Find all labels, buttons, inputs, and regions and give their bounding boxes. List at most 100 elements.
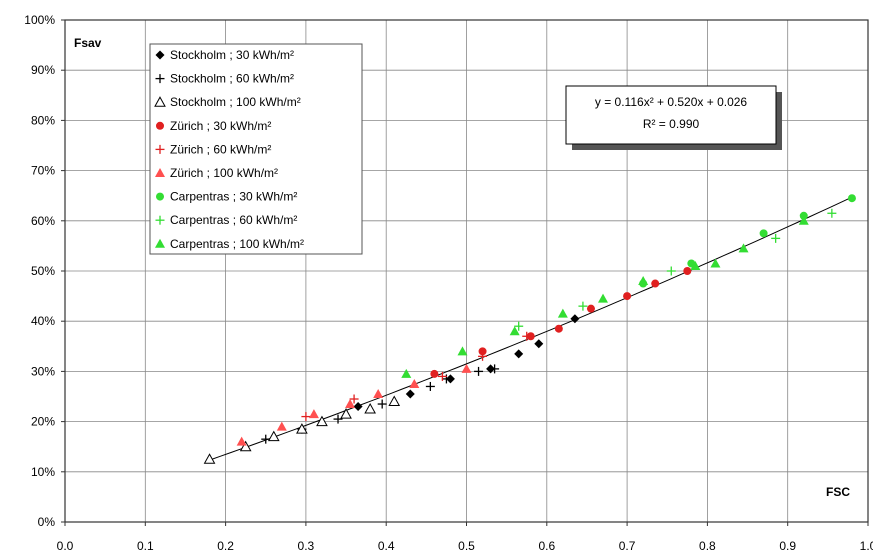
legend-marker xyxy=(155,50,165,60)
data-point xyxy=(437,371,447,381)
trendline-equation-box: y = 0.116x² + 0.520x + 0.026 R² = 0.990 xyxy=(565,85,782,150)
x-tick-label: 0.2 xyxy=(217,539,234,553)
data-point xyxy=(586,304,595,313)
data-points xyxy=(203,194,856,464)
y-tick-label: 30% xyxy=(31,364,55,378)
data-point xyxy=(401,368,412,378)
legend-entry: Stockholm ; 30 kWh/m² xyxy=(170,48,294,62)
data-point xyxy=(847,194,856,203)
data-point xyxy=(534,339,544,349)
legend-marker xyxy=(155,144,165,154)
data-point xyxy=(827,208,837,218)
data-point xyxy=(490,364,500,374)
y-tick-label: 20% xyxy=(31,415,55,429)
data-point xyxy=(683,267,692,275)
data-point xyxy=(340,408,352,419)
y-tick-label: 60% xyxy=(31,214,55,228)
data-point xyxy=(738,243,749,253)
y-axis-label: Fsav xyxy=(74,36,102,50)
data-point xyxy=(430,369,439,378)
data-point xyxy=(388,395,401,407)
legend-marker xyxy=(155,238,165,248)
data-point xyxy=(522,331,532,341)
x-tick-label: 0.1 xyxy=(137,539,154,553)
series-0 xyxy=(353,314,580,412)
data-point xyxy=(623,292,632,301)
data-point xyxy=(509,326,520,336)
x-tick-label: 0.5 xyxy=(458,539,475,553)
y-tick-label: 100% xyxy=(24,13,55,27)
data-point xyxy=(578,301,588,311)
data-point xyxy=(478,351,488,361)
data-point xyxy=(308,409,319,419)
data-point xyxy=(373,388,384,398)
data-point xyxy=(798,215,809,225)
trendline-equation: y = 0.116x² + 0.520x + 0.026 xyxy=(595,95,748,109)
data-point xyxy=(296,423,308,434)
y-tick-label: 80% xyxy=(31,113,55,127)
x-tick-label: 0.7 xyxy=(619,539,636,553)
legend-entry: Stockholm ; 100 kWh/m² xyxy=(170,95,301,109)
data-point xyxy=(557,308,568,318)
legend: Stockholm ; 30 kWh/m² Stockholm ; 60 kWh/… xyxy=(149,43,363,255)
data-point xyxy=(425,381,435,391)
data-point xyxy=(690,260,701,270)
data-point xyxy=(514,349,524,359)
legend-marker xyxy=(154,96,166,107)
data-point xyxy=(514,321,524,331)
legend-marker xyxy=(155,168,165,177)
y-tick-label: 90% xyxy=(31,63,55,77)
x-tick-label: 0.3 xyxy=(298,539,315,553)
equation-box xyxy=(565,85,777,145)
data-point xyxy=(276,421,287,431)
data-point xyxy=(759,229,768,238)
legend-entry: Stockholm ; 60 kWh/m² xyxy=(170,72,294,86)
data-point xyxy=(638,276,649,286)
data-point xyxy=(353,402,363,412)
x-tick-label: 0.4 xyxy=(378,539,395,553)
x-tick-label: 0.9 xyxy=(779,539,796,553)
series-2 xyxy=(203,395,401,464)
x-tick-label: 1.0 xyxy=(860,539,873,553)
legend-entry: Zürich ; 100 kWh/m² xyxy=(170,166,278,180)
legend-marker xyxy=(155,74,165,84)
y-tick-label: 50% xyxy=(31,264,55,278)
data-point xyxy=(333,414,343,424)
legend-box xyxy=(149,43,363,255)
x-tick-label: 0.8 xyxy=(699,539,716,553)
data-point xyxy=(457,346,468,356)
data-point xyxy=(598,293,609,303)
data-point xyxy=(478,347,487,356)
y-axis-ticks: 0% 10% 20% 30% 40% 50% 60% 70% 80% 90% 100% xyxy=(24,13,65,529)
legend-marker xyxy=(156,192,164,201)
y-tick-label: 40% xyxy=(31,314,55,328)
y-tick-label: 0% xyxy=(38,515,56,529)
x-axis-ticks: 0.0 0.1 0.2 0.3 0.4 0.5 0.6 0.7 0.8 0.9 1.0 xyxy=(57,522,873,553)
legend-entry: Carpentras ; 60 kWh/m² xyxy=(170,213,297,227)
data-point xyxy=(405,389,415,399)
series-4 xyxy=(301,331,532,422)
data-point xyxy=(345,399,356,409)
series-7 xyxy=(514,208,837,331)
data-point xyxy=(267,430,280,442)
data-point xyxy=(799,211,808,220)
data-point xyxy=(651,279,660,288)
series-5 xyxy=(236,363,472,446)
x-tick-label: 0.6 xyxy=(538,539,555,553)
data-point xyxy=(261,434,271,444)
data-point xyxy=(203,453,216,464)
data-point xyxy=(710,258,721,268)
data-point xyxy=(570,314,580,324)
y-tick-label: 70% xyxy=(31,164,55,178)
x-tick-label: 0.0 xyxy=(57,539,74,553)
data-point xyxy=(554,324,563,333)
data-point xyxy=(377,399,387,409)
x-axis-label: FSC xyxy=(826,485,850,499)
y-tick-label: 10% xyxy=(31,465,55,479)
data-point xyxy=(474,366,484,376)
data-point xyxy=(409,378,420,388)
legend-entry: Zürich ; 30 kWh/m² xyxy=(170,119,271,133)
legend-entry: Carpentras ; 30 kWh/m² xyxy=(170,190,297,204)
